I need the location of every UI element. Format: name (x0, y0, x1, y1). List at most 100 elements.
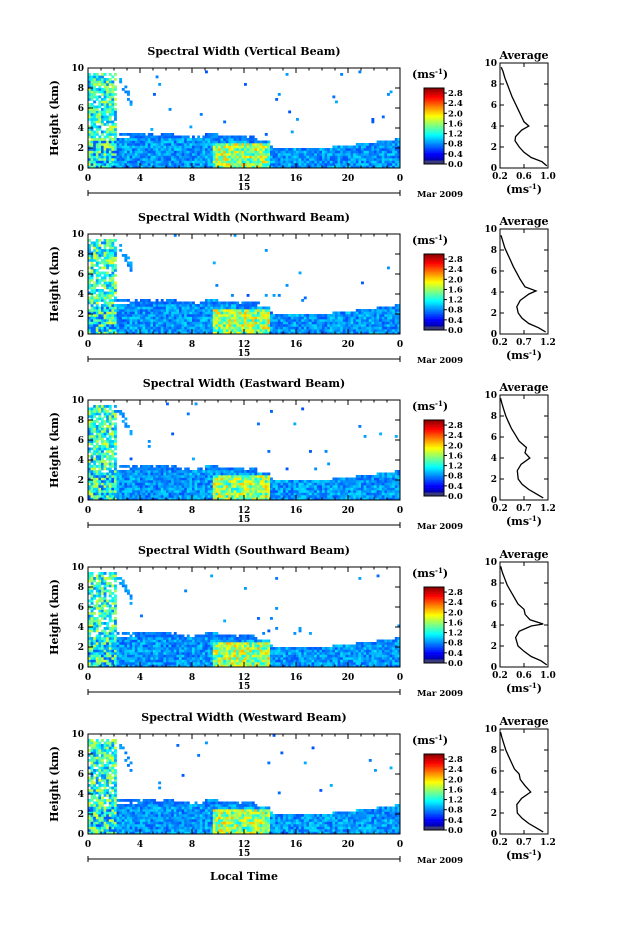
heatmap-cell (93, 259, 97, 262)
heatmap-cell (101, 482, 104, 486)
heatmap-cell (153, 324, 156, 327)
heatmap-cell (272, 294, 276, 297)
heatmap-cell (186, 329, 190, 332)
heatmap-cell (98, 128, 102, 131)
heatmap-cell (223, 120, 227, 124)
heatmap-cell (163, 301, 167, 305)
heatmap-cell (101, 73, 104, 76)
y-tick-label: 0 (78, 164, 84, 174)
heatmap-cell (335, 311, 338, 315)
heatmap-cell (132, 301, 136, 305)
y-tick-label: 8 (78, 84, 84, 94)
heatmap-cell (106, 249, 110, 252)
heatmap-cell (277, 490, 281, 493)
heatmap-cell (95, 405, 99, 408)
heatmap-cell (98, 135, 102, 139)
heatmap-cell (108, 110, 112, 114)
heatmap-cell (272, 326, 276, 330)
heatmap-cell (249, 158, 253, 161)
heatmap-cell (210, 321, 214, 325)
heatmap-cell (108, 415, 112, 418)
heatmap-cell (121, 465, 125, 468)
heatmap-cell (197, 329, 201, 332)
heatmap-cell (309, 495, 312, 498)
heatmap-cell (254, 309, 258, 312)
heatmap-cell (205, 165, 208, 169)
heatmap-cell (270, 314, 273, 317)
heatmap-cell (163, 321, 167, 325)
heatmap-cell (88, 447, 91, 451)
heatmap-cell (275, 321, 279, 325)
heatmap-cell (153, 135, 156, 139)
heatmap-cell (160, 160, 164, 164)
heatmap-cell (114, 319, 117, 322)
heatmap-cell (205, 155, 208, 159)
heatmap-cell (132, 480, 136, 483)
heatmap-cell (228, 150, 232, 154)
heatmap-cell (106, 143, 110, 146)
heatmap-cell (246, 311, 250, 315)
heatmap-cell (259, 148, 263, 151)
colorbar-segment (424, 99, 444, 101)
heatmap-cell (345, 155, 349, 159)
heatmap-cell (101, 140, 104, 144)
heatmap-cell (129, 264, 133, 267)
heatmap-cell (306, 480, 310, 483)
heatmap-cell (314, 321, 318, 325)
heatmap-cell (168, 472, 172, 476)
heatmap-cell (306, 316, 310, 320)
heatmap-cell (173, 472, 177, 476)
heatmap-cell (280, 163, 284, 166)
heatmap-cell (119, 482, 123, 486)
heatmap-cell (114, 417, 117, 421)
heatmap-cell (207, 319, 211, 322)
heatmap-cell (223, 301, 227, 305)
heatmap-cell (220, 324, 224, 327)
colorbar-segment (424, 261, 444, 264)
heatmap-cell (267, 145, 271, 149)
heatmap-cell (95, 246, 99, 250)
heatmap-cell (267, 495, 271, 498)
heatmap-cell (111, 80, 115, 84)
heatmap-cell (142, 158, 146, 161)
heatmap-cell (90, 311, 94, 315)
heatmap-cell (202, 480, 206, 483)
heatmap-cell (179, 487, 182, 491)
heatmap-cell (353, 153, 357, 156)
heatmap-cell (106, 135, 110, 139)
heatmap-cell (225, 148, 229, 151)
heatmap-cell (93, 165, 97, 169)
heatmap-cell (337, 153, 341, 156)
heatmap-cell (163, 480, 167, 483)
heatmap-cell (207, 321, 211, 325)
heatmap-cell (155, 306, 159, 310)
heatmap-cell (337, 311, 341, 315)
heatmap-cell (150, 490, 154, 493)
heatmap-cell (186, 472, 190, 476)
heatmap-cell (98, 435, 102, 438)
heatmap-cell (197, 306, 201, 310)
heatmap-cell (173, 138, 177, 141)
heatmap-cell (142, 324, 146, 327)
colorbar-tick-label: 1.2 (448, 130, 463, 140)
heatmap-cell (140, 153, 143, 156)
heatmap-cell (114, 306, 117, 310)
heatmap-cell (296, 487, 299, 491)
heatmap-cell (337, 160, 341, 164)
heatmap-cell (153, 155, 156, 159)
heatmap-cell (166, 148, 169, 151)
heatmap-cell (114, 311, 117, 315)
heatmap-cell (160, 482, 164, 486)
heatmap-cell (257, 422, 260, 426)
heatmap-cell (145, 309, 149, 312)
heatmap-cell (189, 306, 193, 310)
heatmap-cell (145, 311, 149, 315)
heatmap-cell (223, 321, 227, 325)
heatmap-cell (132, 148, 136, 151)
heatmap-cell (311, 153, 315, 156)
heatmap-cell (121, 150, 125, 154)
heatmap-cell (95, 482, 99, 486)
heatmap-cell (186, 324, 190, 327)
heatmap-cell (223, 319, 227, 322)
heatmap-cell (147, 485, 151, 488)
